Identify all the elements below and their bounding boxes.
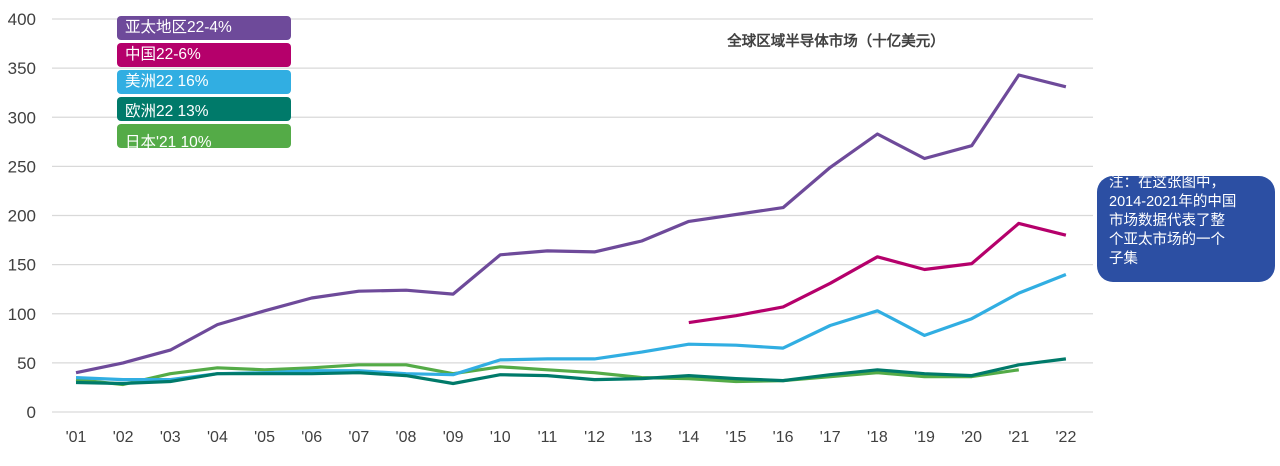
x-tick-label: '15 (726, 429, 747, 446)
x-tick-label: '07 (348, 429, 369, 446)
x-tick-label: '13 (631, 429, 652, 446)
x-tick-label: '05 (254, 429, 275, 446)
series-lines (75, 73, 1067, 387)
y-tick-label: 350 (8, 59, 36, 78)
series-line-europe (75, 357, 1067, 386)
annotation-note: 注：在这张图中， 2014-2021年的中国 市场数据代表了整 个亚太市场的一个 子集 (1097, 176, 1275, 282)
x-tick-label: '17 (820, 429, 841, 446)
series-line-americas (75, 273, 1067, 382)
x-tick-label: '11 (538, 429, 558, 446)
x-tick-label: '14 (678, 429, 699, 446)
y-tick-label: 0 (27, 403, 36, 422)
x-tick-label: '10 (490, 429, 511, 446)
legend-item-japan: 日本'21 10% (117, 124, 291, 148)
x-tick-label: '12 (584, 429, 605, 446)
x-tick-label: '02 (113, 429, 134, 446)
x-tick-label: '19 (914, 429, 935, 446)
series-line-china (688, 221, 1067, 325)
y-tick-label: 200 (8, 207, 36, 226)
x-tick-label: '22 (1056, 429, 1077, 446)
x-tick-label: '21 (1008, 429, 1029, 446)
y-axis-ticks: 0 50 100 150 200 250 300 350 400 (8, 10, 36, 422)
x-tick-label: '08 (396, 429, 417, 446)
y-tick-label: 300 (8, 108, 36, 127)
x-tick-label: '04 (207, 429, 228, 446)
series-line-japan (75, 363, 1020, 387)
legend-item-americas: 美洲22 16% (117, 70, 291, 94)
legend-item-asia-pacific: 亚太地区22-4% (117, 16, 291, 40)
annotation-line: 子集 (1109, 251, 1138, 267)
x-tick-label: '01 (66, 429, 87, 446)
annotation-line: 2014-2021年的中国 (1109, 194, 1237, 210)
x-tick-label: '03 (160, 429, 181, 446)
y-tick-label: 50 (17, 354, 36, 373)
y-tick-label: 400 (8, 10, 36, 29)
x-tick-label: '20 (961, 429, 982, 446)
x-axis-ticks: '01 '02 '03 '04 '05 '06 '07 '08 '09 '10 '11 '12 '13 '… (66, 429, 1077, 446)
annotation-text: 注：在这张图中， 2014-2021年的中国 市场数据代表了整 个亚太市场的一个 子集 (1109, 176, 1267, 269)
y-tick-label: 100 (8, 305, 36, 324)
legend-item-china: 中国22-6% (117, 43, 291, 67)
x-tick-label: '06 (301, 429, 322, 446)
x-tick-label: '18 (867, 429, 888, 446)
legend-item-europe: 欧洲22 13% (117, 97, 291, 121)
annotation-line: 市场数据代表了整 (1109, 213, 1225, 229)
x-tick-label: '09 (443, 429, 464, 446)
chart-title: 全球区域半导体市场（十亿美元） (726, 32, 945, 50)
annotation-line: 个亚太市场的一个 (1109, 232, 1225, 248)
y-tick-label: 150 (8, 256, 36, 275)
x-tick-label: '16 (773, 429, 794, 446)
annotation-line: 注：在这张图中， (1109, 176, 1225, 191)
y-tick-label: 250 (8, 157, 36, 176)
series-line-asia-pacific (75, 73, 1067, 375)
